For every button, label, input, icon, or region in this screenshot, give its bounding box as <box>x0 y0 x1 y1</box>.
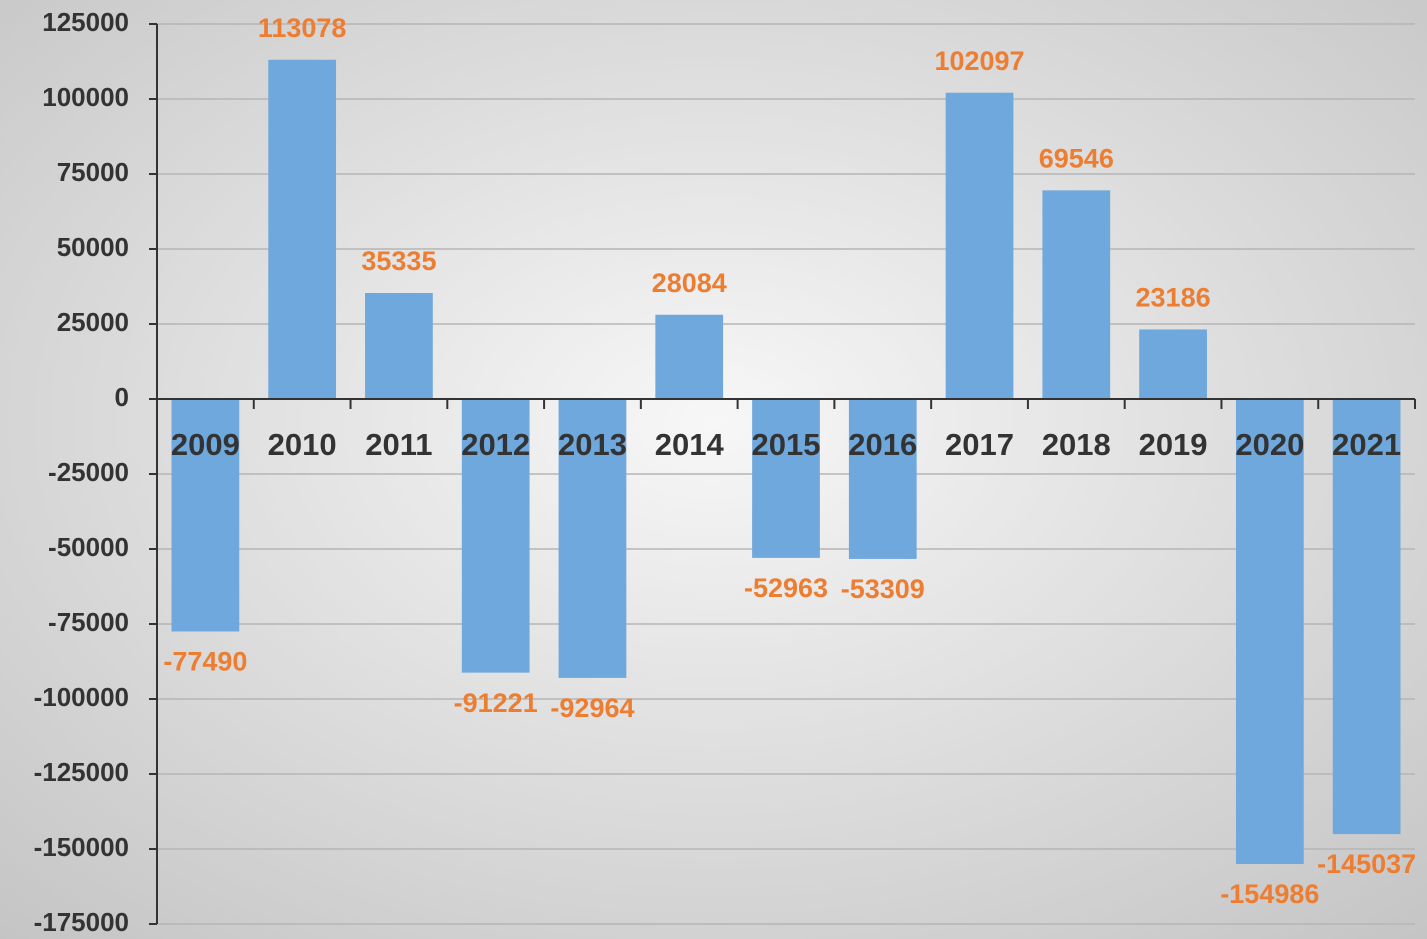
data-label: -91221 <box>454 688 538 718</box>
data-label: 23186 <box>1136 283 1211 313</box>
bar <box>655 314 724 399</box>
y-tick-label: 0 <box>115 382 129 412</box>
bar <box>365 292 433 399</box>
x-tick-label: 2014 <box>655 427 725 462</box>
bar <box>268 59 337 400</box>
bar <box>1332 399 1401 835</box>
bar <box>461 399 530 673</box>
y-tick-label: -50000 <box>48 532 129 562</box>
x-tick-label: 2015 <box>752 427 821 462</box>
bar <box>945 92 1014 400</box>
data-label: -92964 <box>550 693 634 723</box>
x-tick-label: 2011 <box>365 427 432 462</box>
bar <box>752 399 820 558</box>
data-label: -52963 <box>744 573 828 603</box>
bar <box>558 399 627 678</box>
bar <box>171 399 240 632</box>
y-tick-label: -100000 <box>34 682 129 712</box>
y-tick-label: -25000 <box>48 457 129 487</box>
x-tick-label: 2010 <box>268 427 337 462</box>
x-tick-label: 2020 <box>1235 427 1304 462</box>
x-tick-label: 2017 <box>945 427 1014 462</box>
data-label: 113078 <box>258 13 347 43</box>
x-tick-label: 2012 <box>461 427 530 462</box>
bar <box>1042 190 1111 399</box>
y-tick-label: -125000 <box>34 757 129 787</box>
data-label: 102097 <box>934 46 1024 76</box>
data-label: 69546 <box>1039 143 1114 173</box>
x-tick-label: 2016 <box>848 427 917 462</box>
data-label: -53309 <box>841 574 925 604</box>
y-tick-label: 50000 <box>57 232 129 262</box>
data-label: -145037 <box>1317 849 1416 879</box>
x-tick-label: 2018 <box>1042 427 1111 462</box>
x-tick-label: 2019 <box>1139 427 1208 462</box>
x-tick-label: 2009 <box>171 427 240 462</box>
bar <box>1139 329 1207 399</box>
y-tick-label: -175000 <box>34 907 129 937</box>
x-tick-label: 2021 <box>1332 427 1401 462</box>
y-tick-label: -75000 <box>48 607 129 637</box>
y-tick-label: 100000 <box>42 82 129 112</box>
y-tick-label: 25000 <box>57 307 129 337</box>
y-tick-label: 125000 <box>42 7 129 37</box>
bar <box>848 399 917 559</box>
bar <box>1235 399 1304 864</box>
data-label: -77490 <box>163 647 247 677</box>
y-tick-label: 75000 <box>57 157 129 187</box>
data-label: 28084 <box>652 268 727 298</box>
y-tick-label: -150000 <box>34 832 129 862</box>
data-label: -154986 <box>1220 879 1319 909</box>
x-tick-label: 2013 <box>558 427 627 462</box>
data-label: 35335 <box>361 246 436 276</box>
